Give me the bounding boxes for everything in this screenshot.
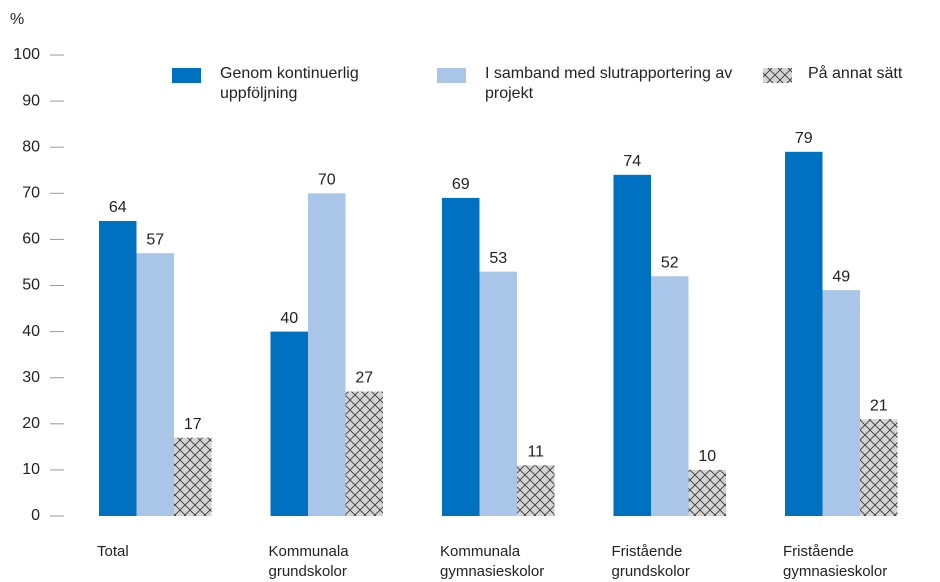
bar (785, 151, 823, 516)
data-label: 17 (184, 416, 202, 433)
bar (99, 220, 137, 516)
legend-label: I samband med slutrapportering av projek… (485, 65, 733, 102)
bar (308, 193, 346, 517)
data-label: 27 (355, 370, 373, 387)
y-tick-label: 0 (31, 507, 40, 524)
y-tick-label: 30 (22, 369, 40, 386)
bar (136, 253, 174, 517)
y-tick-label: 40 (22, 323, 40, 340)
bar (651, 276, 689, 516)
bar (688, 469, 726, 516)
legend-label: På annat sätt (808, 65, 903, 82)
bar (345, 391, 383, 516)
bar (270, 331, 308, 516)
legend-label: Genom kontinuerlig uppföljning (220, 65, 359, 102)
data-label: 70 (318, 172, 336, 189)
data-label: 64 (109, 199, 127, 216)
bar (442, 197, 480, 516)
y-tick-label: 60 (22, 231, 40, 248)
bar (613, 174, 651, 517)
data-label: 11 (527, 444, 544, 461)
data-label: 49 (832, 268, 850, 285)
bar (517, 465, 555, 516)
data-label: 10 (698, 448, 716, 465)
y-tick-label: 20 (22, 415, 40, 432)
y-tick-label: 70 (22, 185, 40, 202)
y-tick-label: 80 (22, 138, 40, 155)
legend-swatch (437, 68, 466, 83)
y-axis-label: % (10, 11, 24, 28)
x-tick-label: Fristående grundskolor (611, 543, 690, 580)
x-tick-label: Kommunala grundskolor (268, 543, 349, 580)
y-tick-label: 90 (22, 92, 40, 109)
data-label: 21 (870, 397, 888, 414)
data-label: 53 (489, 250, 507, 267)
data-label: 79 (795, 130, 813, 147)
bar (479, 271, 517, 516)
data-label: 57 (146, 231, 164, 248)
data-label: 69 (452, 176, 470, 193)
x-tick-label: Fristående gymnasieskolor (783, 543, 888, 580)
y-tick-label: 50 (22, 277, 40, 294)
data-label: 74 (623, 153, 641, 170)
y-tick-label: 100 (13, 46, 40, 63)
bar (174, 437, 212, 516)
data-label: 52 (661, 254, 679, 271)
bar (860, 419, 898, 516)
legend-swatch (172, 68, 201, 83)
legend-swatch (763, 68, 792, 83)
bar (822, 290, 860, 516)
y-tick-label: 10 (22, 461, 40, 478)
x-tick-label: Total (97, 543, 129, 560)
x-tick-label: Kommunala gymnasieskolor (440, 543, 545, 580)
data-label: 40 (280, 310, 298, 327)
